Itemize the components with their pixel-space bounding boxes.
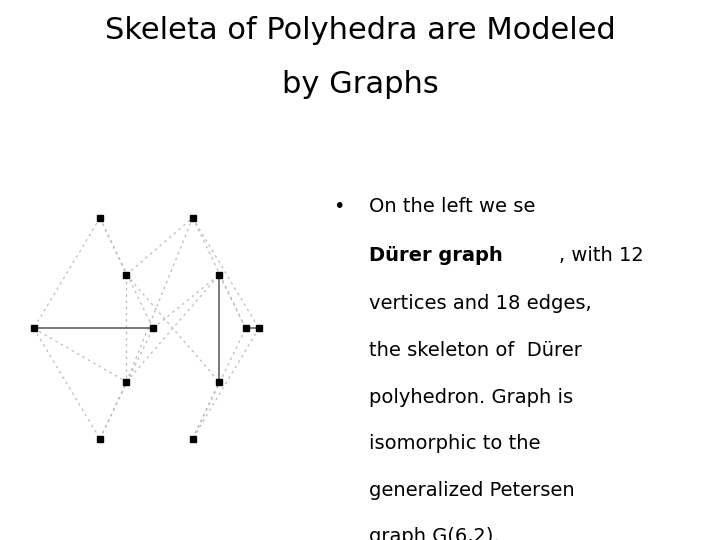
- Text: polyhedron. Graph is: polyhedron. Graph is: [369, 388, 573, 407]
- Text: isomorphic to the: isomorphic to the: [369, 434, 541, 453]
- Text: by Graphs: by Graphs: [282, 70, 438, 99]
- Text: the skeleton of  Dürer: the skeleton of Dürer: [369, 341, 582, 360]
- Text: •: •: [333, 198, 344, 217]
- Text: , with 12: , with 12: [559, 246, 644, 265]
- Text: On the left we se: On the left we se: [369, 198, 536, 217]
- Text: Skeleta of Polyhedra are Modeled: Skeleta of Polyhedra are Modeled: [104, 16, 616, 45]
- Text: generalized Petersen: generalized Petersen: [369, 481, 575, 500]
- Text: Dürer graph: Dürer graph: [369, 246, 503, 265]
- Text: graph G(6,2).: graph G(6,2).: [369, 528, 500, 540]
- Text: vertices and 18 edges,: vertices and 18 edges,: [369, 294, 592, 313]
